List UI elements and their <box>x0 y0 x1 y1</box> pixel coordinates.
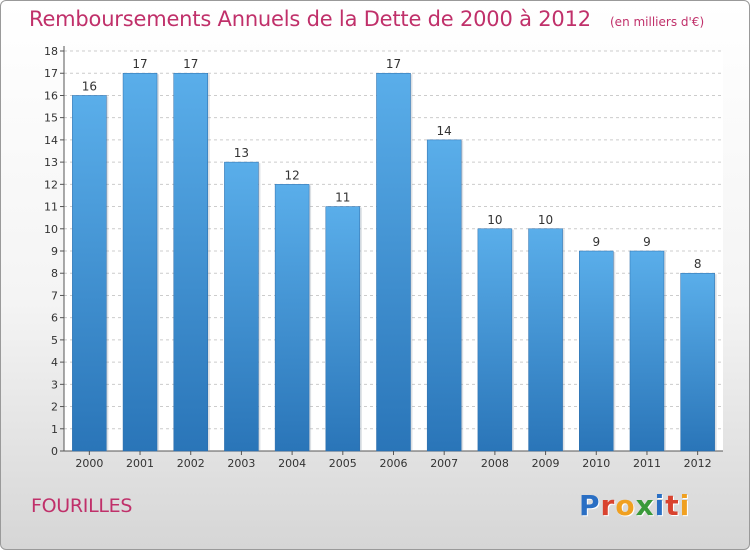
y-tick-label: 16 <box>44 89 58 102</box>
logo-letter: i <box>654 489 666 522</box>
y-tick-label: 10 <box>44 223 58 236</box>
y-tick-label: 12 <box>44 178 58 191</box>
y-tick-label: 11 <box>44 201 58 214</box>
bar-value-label: 17 <box>386 57 401 71</box>
y-tick-label: 0 <box>51 445 58 458</box>
bar <box>122 72 158 452</box>
bar <box>477 228 513 452</box>
y-tick-label: 15 <box>44 112 58 125</box>
x-tick-label: 2011 <box>633 457 661 470</box>
y-tick-label: 9 <box>51 245 58 258</box>
bar-value-label: 16 <box>82 79 97 93</box>
x-tick-label: 2004 <box>278 457 306 470</box>
bar-value-label: 10 <box>538 213 553 227</box>
x-tick-label: 2009 <box>532 457 560 470</box>
title-row: Remboursements Annuels de la Dette de 20… <box>29 7 704 31</box>
y-tick-label: 2 <box>51 401 58 414</box>
proxiti-logo: Proxiti <box>579 489 690 522</box>
logo-letter: i <box>679 489 691 522</box>
y-tick-label: 14 <box>44 134 58 147</box>
bar <box>173 72 208 452</box>
bar-value-label: 8 <box>694 257 702 271</box>
y-tick-label: 4 <box>51 356 58 369</box>
bar-value-label: 11 <box>335 191 350 205</box>
bar-value-label: 13 <box>234 146 249 160</box>
x-tick-label: 2012 <box>684 457 712 470</box>
bar <box>325 206 361 452</box>
commune-name: FOURILLES <box>31 495 133 517</box>
y-tick-label: 3 <box>51 378 58 391</box>
x-tick-label: 2005 <box>329 457 357 470</box>
y-tick-label: 8 <box>51 267 58 280</box>
x-tick-label: 2007 <box>430 457 458 470</box>
logo-letter: x <box>635 489 655 522</box>
bar <box>72 95 107 452</box>
bar <box>528 228 563 452</box>
logo-letter: r <box>600 489 616 522</box>
bar-value-label: 10 <box>487 213 502 227</box>
bar <box>376 72 411 452</box>
chart-title: Remboursements Annuels de la Dette de 20… <box>29 7 591 31</box>
bar <box>579 250 614 452</box>
y-tick-label: 6 <box>51 312 58 325</box>
bar-value-label: 9 <box>643 235 651 249</box>
x-tick-label: 2010 <box>582 457 610 470</box>
y-tick-label: 1 <box>51 423 58 436</box>
logo-letter: t <box>665 489 680 522</box>
y-tick-label: 13 <box>44 156 58 169</box>
x-tick-label: 2003 <box>227 457 255 470</box>
bar-value-label: 17 <box>183 57 198 71</box>
bar <box>426 139 462 452</box>
x-tick-label: 2008 <box>481 457 509 470</box>
bar-value-label: 9 <box>592 235 600 249</box>
bar-value-label: 14 <box>437 124 452 138</box>
x-tick-label: 2006 <box>380 457 408 470</box>
bar <box>629 250 665 452</box>
bar-value-label: 12 <box>284 168 299 182</box>
x-tick-label: 2001 <box>126 457 154 470</box>
y-tick-label: 7 <box>51 289 58 302</box>
x-tick-label: 2002 <box>177 457 205 470</box>
bar <box>680 272 715 452</box>
x-tick-label: 2000 <box>75 457 103 470</box>
y-tick-label: 17 <box>44 67 58 80</box>
bar <box>224 161 259 452</box>
y-tick-label: 18 <box>44 45 58 58</box>
chart-unit: (en milliers d'€) <box>610 15 705 29</box>
bar-value-label: 17 <box>132 57 147 71</box>
y-tick-label: 5 <box>51 334 58 347</box>
logo-letter: o <box>615 489 636 522</box>
bar <box>274 184 310 452</box>
logo-letter: P <box>579 489 601 522</box>
